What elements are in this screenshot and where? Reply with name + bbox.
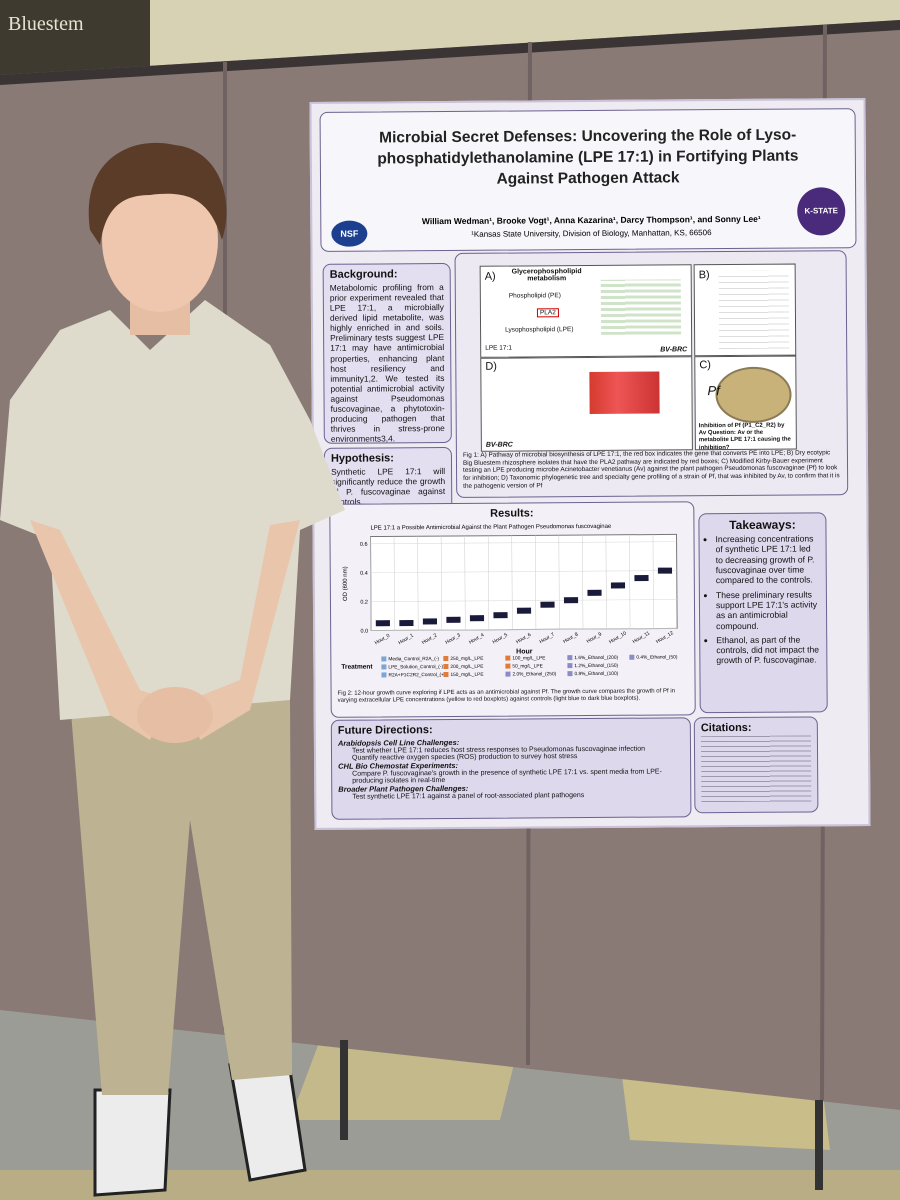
legend-label: 0.4%_Ethanol_(50) bbox=[636, 654, 678, 660]
legend-swatch bbox=[381, 672, 387, 678]
y-tick-label: 0.0 bbox=[360, 629, 368, 635]
legend-label: 50_mg/L_LPE bbox=[512, 663, 542, 669]
legend-swatch bbox=[629, 654, 635, 660]
hour-divider bbox=[487, 535, 490, 630]
grid-line bbox=[370, 541, 677, 545]
hour-divider bbox=[582, 535, 584, 630]
polo-shirt bbox=[0, 300, 345, 720]
arm bbox=[30, 520, 170, 740]
wall-sign bbox=[0, 0, 150, 78]
boxplot bbox=[587, 589, 602, 596]
boxplot bbox=[563, 597, 579, 604]
boxplot bbox=[446, 616, 461, 623]
poster: Microbial Secret Defenses: Uncovering th… bbox=[309, 98, 871, 830]
hour-divider bbox=[393, 536, 395, 631]
boxplot bbox=[469, 615, 485, 622]
sneaker bbox=[228, 1063, 307, 1182]
legend-swatch bbox=[381, 656, 387, 662]
face bbox=[102, 168, 218, 312]
legend-label: 200_mg/L_LPE bbox=[450, 664, 483, 670]
x-axis-label: Hour bbox=[516, 648, 533, 655]
legend-swatch bbox=[505, 671, 511, 677]
legend-swatch bbox=[505, 655, 511, 661]
y-tick-label: 0.6 bbox=[360, 542, 368, 548]
boxplot bbox=[422, 618, 438, 625]
hour-divider bbox=[558, 535, 560, 630]
legend-label: 150_mg/L_LPE bbox=[450, 672, 483, 678]
hour-divider bbox=[464, 535, 466, 630]
hands bbox=[137, 687, 213, 743]
legend-label: 2.0%_Ethanol_(250) bbox=[512, 671, 556, 677]
hour-divider bbox=[605, 534, 607, 629]
hour-divider bbox=[440, 536, 443, 631]
legend-swatch bbox=[567, 663, 573, 669]
boxplot bbox=[493, 612, 508, 619]
boxplot bbox=[516, 607, 532, 614]
grid-line bbox=[370, 570, 677, 573]
legend-label: Media_Control_R2A_(-) bbox=[388, 656, 439, 662]
legend-label: 100_mg/L_LPE bbox=[512, 655, 545, 661]
y-tick-label: 0.2 bbox=[360, 600, 368, 606]
sneaker bbox=[93, 1088, 172, 1197]
boxplot bbox=[399, 620, 414, 627]
legend-title: Treatment bbox=[341, 664, 373, 671]
hour-divider bbox=[511, 535, 513, 630]
boxplot bbox=[634, 574, 649, 582]
legend-swatch bbox=[567, 671, 573, 677]
grid-line bbox=[370, 599, 677, 602]
y-tick-label: 0.4 bbox=[360, 571, 368, 577]
legend-label: 1.2%_Ethanol_(150) bbox=[574, 663, 618, 669]
hour-divider bbox=[535, 535, 537, 630]
hour-divider bbox=[417, 536, 419, 631]
grid-line bbox=[371, 628, 678, 631]
results-box: Results: LPE 17:1 a Possible Antimicrobi… bbox=[329, 501, 696, 718]
boxplot bbox=[540, 601, 555, 608]
chart-title: LPE 17:1 a Possible Antimicrobial Agains… bbox=[370, 524, 612, 532]
hour-divider bbox=[370, 536, 372, 631]
y-axis-label: OD (600 nm) bbox=[343, 566, 349, 601]
legend-swatch bbox=[443, 671, 449, 678]
hour-divider bbox=[629, 534, 631, 629]
stand-leg bbox=[815, 1100, 823, 1190]
pants bbox=[70, 700, 292, 1095]
sign-text: Bluestem bbox=[8, 13, 84, 35]
legend-label: 250_mg/L_LPE bbox=[450, 656, 483, 662]
boxplot bbox=[610, 582, 626, 589]
legend-label: 0.8%_Ethanol_(100) bbox=[574, 671, 618, 677]
legend-swatch bbox=[505, 663, 511, 669]
hair bbox=[88, 142, 227, 245]
legend-label: 1.6%_Ethanol_(200) bbox=[574, 655, 618, 661]
stand-leg bbox=[340, 1040, 348, 1140]
legend-label: R2A+P1C2R2_Control_(+) bbox=[388, 672, 446, 678]
legend-label: LPE_Solution_Control_(-) bbox=[388, 664, 443, 670]
legend-swatch bbox=[381, 664, 387, 670]
boxplot bbox=[657, 567, 673, 574]
growth-chart: LPE 17:1 a Possible Antimicrobial Agains… bbox=[341, 524, 678, 679]
legend-swatch bbox=[443, 663, 449, 670]
arm bbox=[190, 520, 300, 740]
boxplot bbox=[375, 620, 390, 627]
legend-swatch bbox=[443, 655, 449, 662]
legend-swatch bbox=[567, 655, 573, 661]
hour-divider bbox=[652, 534, 654, 629]
